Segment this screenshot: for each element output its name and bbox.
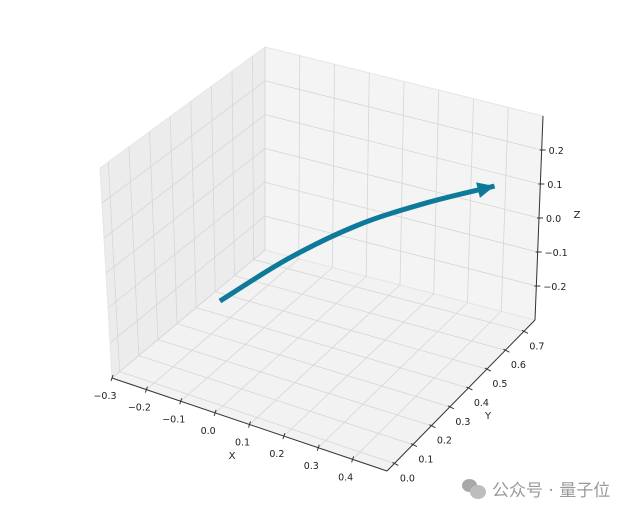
watermark-text: 公众号 · 量子位 (492, 481, 611, 501)
series (218, 182, 496, 304)
back-gridline-z (264, 114, 541, 185)
floor-gridline-y (176, 323, 451, 408)
x-tick-label: 0.1 (235, 438, 250, 449)
y-tick-label: 0.3 (455, 417, 470, 428)
x-tick-label: 0.3 (304, 461, 319, 472)
y-tick-label: 0.6 (511, 360, 526, 371)
y-tick-mark (410, 443, 418, 448)
y-tick-label: 0.5 (492, 379, 507, 390)
floor-gridline-y (157, 339, 432, 427)
floor-gridline-x (180, 267, 333, 402)
y-tick-label: 0.1 (418, 455, 433, 466)
tick-labels: −0.3−0.2−0.10.00.10.20.30.4 0.00.10.20.30… (93, 146, 567, 484)
x-tick-mark (282, 432, 286, 440)
watermark: 公众号 · 量子位 (462, 476, 610, 501)
floor-gridline-x (249, 284, 401, 425)
floor-gridline-y (215, 291, 488, 370)
floor-gridline-y (119, 371, 395, 464)
y-axis-line (386, 319, 536, 472)
x-tick-mark (316, 444, 320, 451)
floor-gridline-x (317, 302, 468, 449)
x-tick-label: 0.0 (201, 426, 216, 437)
z-tick-label: 0.2 (549, 146, 564, 157)
left-gridline-z (101, 80, 266, 204)
y-axis-label: Y (484, 411, 492, 422)
back-gridline-z (264, 148, 540, 219)
left-gridline-z (105, 148, 266, 274)
y-tick-mark (447, 405, 455, 410)
y-tick-label: 0.2 (437, 436, 452, 447)
z-tick-label: 0.1 (547, 180, 562, 191)
y-tick-label: 0.4 (474, 398, 489, 409)
z-axis-label: Z (574, 210, 581, 221)
z-tick-label: −0.2 (543, 282, 566, 293)
x-axis-label: X (229, 451, 236, 462)
y-tick-mark (503, 348, 510, 353)
z-tick-label: −0.1 (545, 248, 568, 259)
back-gridline-z (264, 80, 542, 151)
floor-gridline-x (146, 258, 300, 390)
floor-gridline-y (234, 275, 506, 351)
y-tick-mark (521, 329, 529, 334)
axes (110, 115, 546, 472)
x-tick-label: 0.4 (338, 472, 353, 483)
floor-gridline-x (352, 310, 502, 460)
z-tick-label: 0.0 (546, 214, 561, 225)
arrow-shaft (218, 183, 496, 304)
arrow-head (476, 182, 495, 198)
back-gridline-z (264, 215, 537, 287)
y-tick-label: 0.0 (400, 473, 415, 484)
floor-gridline-x (283, 293, 435, 437)
gridlines (101, 47, 542, 464)
x-tick-mark (110, 374, 114, 382)
floor-gridline-y (196, 307, 469, 389)
floor-gridline-x (214, 275, 367, 414)
floor-gridline-y (138, 355, 414, 445)
x-tick-mark (179, 398, 183, 405)
left-gridline-z (109, 215, 266, 344)
floor-gridline-y (253, 259, 525, 332)
y-tick-mark (429, 424, 436, 429)
x-tick-label: −0.3 (93, 391, 116, 402)
x-tick-label: −0.1 (162, 414, 185, 425)
x-tick-mark (144, 386, 148, 393)
x-tick-label: 0.2 (269, 449, 284, 460)
y-tick-label: 0.7 (529, 341, 544, 352)
x-tick-mark (248, 421, 251, 428)
wechat-icon (462, 478, 486, 499)
back-gridline-z (264, 181, 538, 253)
x-tick-mark (213, 409, 217, 417)
x-tick-mark (351, 456, 355, 463)
y-tick-mark (466, 386, 473, 391)
y-tick-mark (392, 462, 399, 466)
y-tick-mark (484, 367, 492, 372)
left-gridline-z (107, 182, 266, 309)
x-tick-label: −0.2 (128, 403, 151, 414)
left-gridline-z (103, 114, 266, 239)
floor-gridline-x (111, 249, 266, 379)
